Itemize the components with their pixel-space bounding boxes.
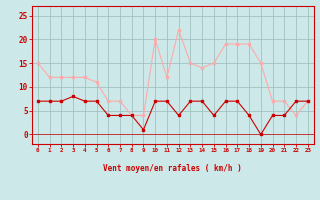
X-axis label: Vent moyen/en rafales ( km/h ): Vent moyen/en rafales ( km/h )	[103, 164, 242, 173]
